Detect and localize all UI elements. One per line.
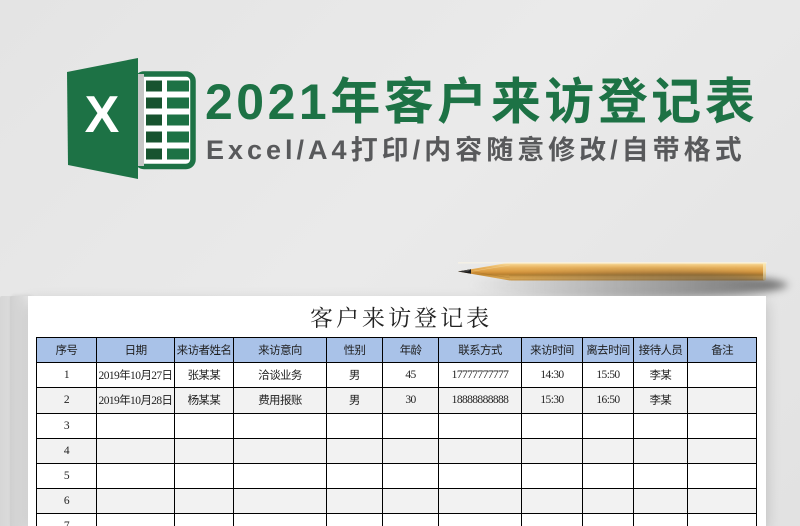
svg-text:X: X — [85, 86, 120, 144]
